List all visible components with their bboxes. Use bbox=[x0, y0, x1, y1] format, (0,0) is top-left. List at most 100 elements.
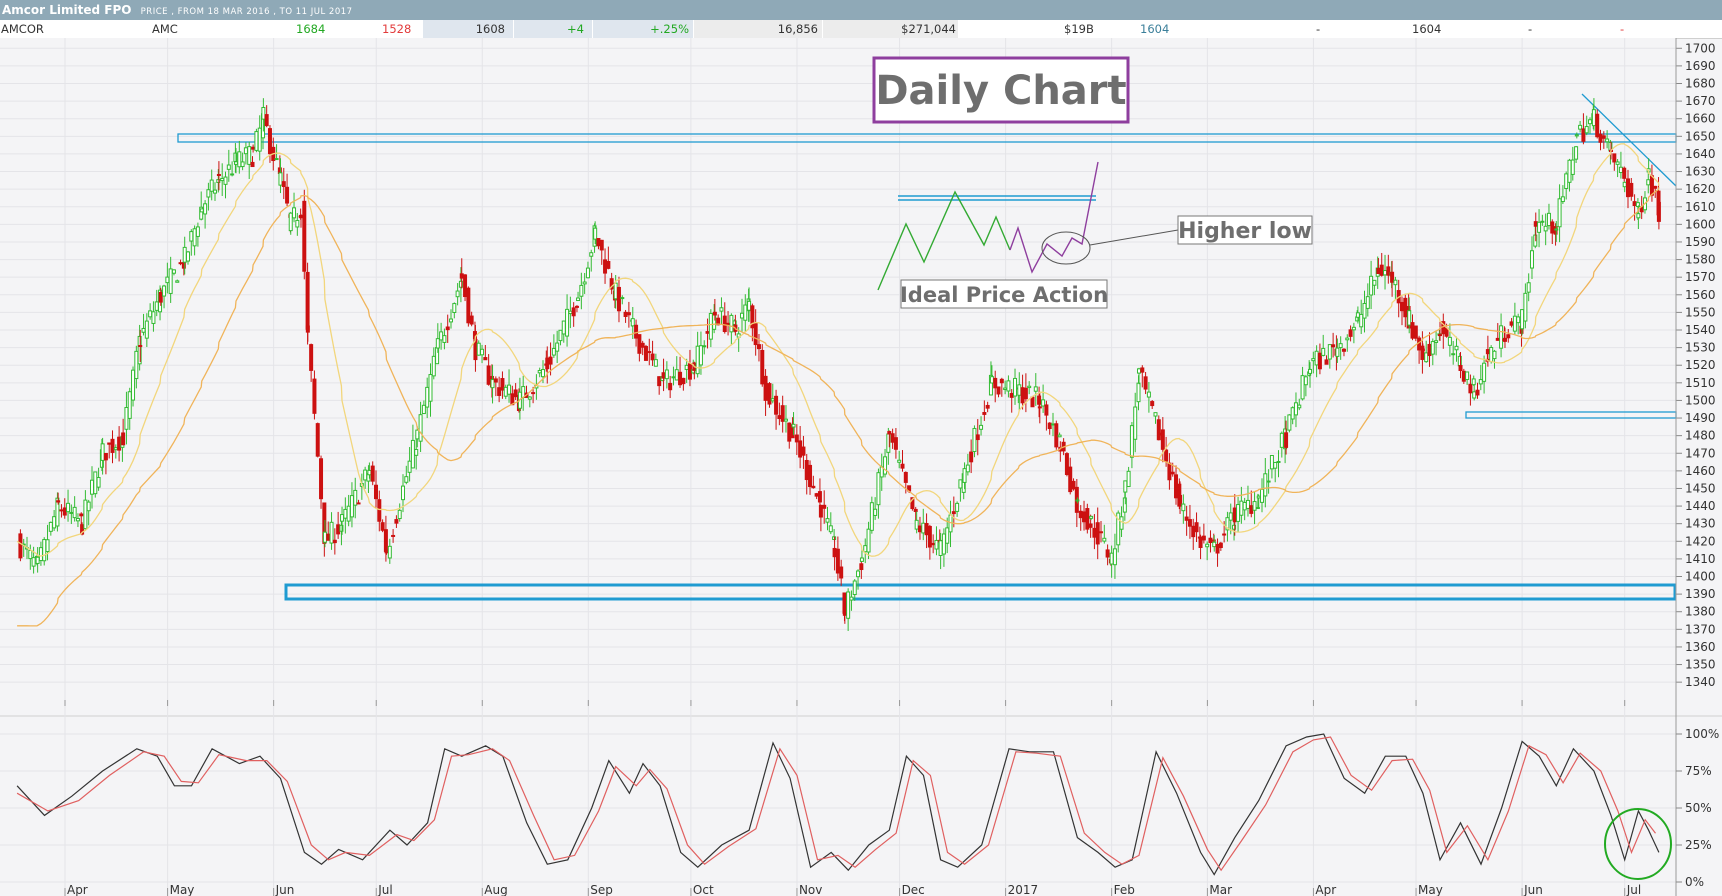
candle-body bbox=[162, 285, 167, 297]
candle-body bbox=[1023, 387, 1028, 400]
candle-body bbox=[1140, 367, 1145, 373]
price-tick-label: 1440 bbox=[1685, 499, 1716, 513]
quote-field-2: - bbox=[1528, 22, 1533, 36]
candle-body bbox=[1037, 406, 1042, 409]
stochastic-k-line bbox=[16, 733, 1660, 876]
candle-body bbox=[387, 545, 392, 559]
date-tick-label: 2017 bbox=[1008, 883, 1039, 896]
grid bbox=[0, 38, 1722, 896]
candle-body bbox=[171, 269, 176, 274]
candle-body bbox=[729, 314, 734, 333]
candle-body bbox=[1089, 515, 1094, 519]
candle-body bbox=[1228, 512, 1233, 521]
price-chart[interactable]: 1340 1350 1360 1370 1380 1390 1400 1410 1420 1430… bbox=[0, 38, 1722, 896]
candle-body bbox=[243, 147, 248, 155]
candle-body bbox=[777, 415, 782, 420]
candle-body bbox=[1451, 353, 1456, 356]
candle-body bbox=[1153, 412, 1158, 417]
candle-body bbox=[298, 214, 303, 219]
candle-body bbox=[613, 282, 618, 300]
candle-body bbox=[811, 485, 816, 489]
candle-body bbox=[818, 504, 823, 518]
candle-body bbox=[1567, 159, 1572, 183]
candle-body bbox=[305, 325, 310, 333]
candle-body bbox=[1615, 161, 1620, 165]
candle-body bbox=[893, 437, 898, 450]
candle-body bbox=[458, 280, 463, 288]
candle-body bbox=[1529, 250, 1534, 269]
candle-body bbox=[791, 423, 796, 428]
candle-body bbox=[814, 493, 819, 497]
price-tick-label: 1580 bbox=[1685, 253, 1716, 267]
candle-body bbox=[760, 349, 765, 385]
candle-body bbox=[1187, 519, 1192, 527]
chart-range-subtitle: PRICE , FROM 18 MAR 2016 , TO 11 JUL 201… bbox=[140, 7, 353, 17]
candle-body bbox=[1410, 322, 1415, 339]
candle-body bbox=[698, 345, 703, 366]
candle-body bbox=[141, 327, 146, 333]
candle-body bbox=[1489, 347, 1494, 362]
candle-body bbox=[650, 353, 655, 361]
candle-body bbox=[900, 463, 905, 469]
candle-body bbox=[1164, 449, 1169, 462]
candle-body bbox=[1321, 347, 1326, 356]
quote-name: AMCOR bbox=[1, 22, 44, 36]
candle-body bbox=[1540, 220, 1545, 223]
candle-body bbox=[240, 161, 245, 168]
price-tick-label: 1480 bbox=[1685, 429, 1716, 443]
candle-body bbox=[230, 173, 235, 176]
candle-body bbox=[110, 438, 115, 453]
candle-body bbox=[1502, 337, 1507, 342]
stochastic-tick-label: 0% bbox=[1685, 875, 1704, 889]
candle-body bbox=[1612, 153, 1617, 163]
candle-body bbox=[346, 505, 351, 522]
candle-body bbox=[1557, 198, 1562, 228]
candle-body bbox=[1041, 399, 1046, 407]
candle-body bbox=[1279, 432, 1284, 448]
candle-body bbox=[165, 276, 170, 284]
ideal-price-action-box bbox=[900, 279, 1108, 309]
candle-body bbox=[1393, 279, 1398, 286]
stochastic-tick-label: 25% bbox=[1685, 838, 1712, 852]
candle-body bbox=[370, 465, 375, 482]
candle-body bbox=[1215, 543, 1220, 554]
candle-body bbox=[938, 540, 943, 556]
candle-body bbox=[653, 359, 658, 367]
candle-body bbox=[931, 542, 936, 546]
candle-body bbox=[285, 186, 290, 204]
candle-body bbox=[1461, 370, 1466, 382]
candle-body bbox=[377, 499, 382, 522]
candle-body bbox=[1027, 385, 1032, 389]
candle-body bbox=[394, 519, 399, 524]
candle-body bbox=[674, 369, 679, 381]
quote-close: 1608 bbox=[423, 20, 513, 38]
price-tick-label: 1500 bbox=[1685, 393, 1716, 407]
candle-body bbox=[1649, 175, 1654, 196]
price-tick-label: 1680 bbox=[1685, 76, 1716, 90]
candle-body bbox=[866, 528, 871, 553]
price-tick-label: 1700 bbox=[1685, 41, 1716, 55]
candle-body bbox=[1430, 341, 1435, 355]
candle-body bbox=[421, 404, 426, 415]
candle-body bbox=[339, 524, 344, 532]
candle-body bbox=[722, 315, 727, 333]
quote-row[interactable]: AMCOR AMC 1684 1528 1608 +4 +.25% 16,856… bbox=[0, 20, 1722, 39]
candle-body bbox=[322, 502, 327, 544]
candle-body bbox=[476, 342, 481, 356]
candle-body bbox=[1492, 350, 1497, 360]
candle-body bbox=[616, 286, 621, 312]
candle-body bbox=[1495, 337, 1500, 341]
candle-body bbox=[1273, 461, 1278, 469]
candle-body bbox=[808, 464, 813, 488]
candle-body bbox=[1017, 384, 1022, 396]
candle-body bbox=[787, 422, 792, 442]
candle-body bbox=[1314, 350, 1319, 366]
candle-body bbox=[702, 345, 707, 348]
higher-low-label: Higher low bbox=[1178, 219, 1312, 244]
daily-chart-title: Daily Chart bbox=[872, 56, 1130, 124]
candle-body bbox=[545, 357, 550, 370]
candle-body bbox=[237, 151, 242, 168]
candle-body bbox=[59, 509, 64, 512]
quote-value: $271,044 bbox=[823, 20, 958, 38]
higher-low-box bbox=[1177, 215, 1313, 245]
